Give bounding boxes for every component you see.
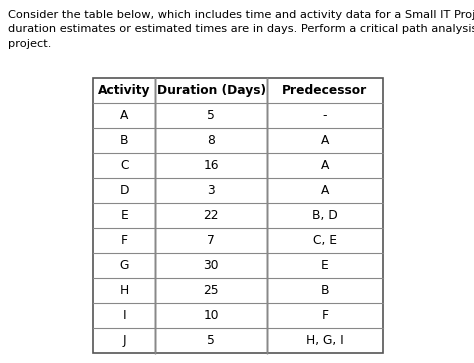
- Text: A: A: [120, 109, 128, 122]
- Text: Duration (Days): Duration (Days): [157, 84, 265, 97]
- Text: 5: 5: [207, 334, 215, 347]
- Text: A: A: [321, 159, 329, 172]
- Text: J: J: [122, 334, 126, 347]
- Text: E: E: [321, 259, 329, 272]
- Text: Consider the table below, which includes time and activity data for a Small IT P: Consider the table below, which includes…: [8, 10, 474, 20]
- Text: F: F: [121, 234, 128, 247]
- Text: A: A: [321, 134, 329, 147]
- Text: B: B: [120, 134, 128, 147]
- Text: I: I: [122, 309, 126, 322]
- Text: D: D: [119, 184, 129, 197]
- Text: 10: 10: [203, 309, 219, 322]
- Text: G: G: [119, 259, 129, 272]
- Text: 22: 22: [203, 209, 219, 222]
- Text: 7: 7: [207, 234, 215, 247]
- Text: 8: 8: [207, 134, 215, 147]
- Text: C: C: [120, 159, 128, 172]
- Text: B, D: B, D: [312, 209, 338, 222]
- Text: C, E: C, E: [313, 234, 337, 247]
- Text: Predecessor: Predecessor: [283, 84, 368, 97]
- Text: E: E: [120, 209, 128, 222]
- Text: H: H: [119, 284, 129, 297]
- Text: H, G, I: H, G, I: [306, 334, 344, 347]
- Text: 3: 3: [207, 184, 215, 197]
- Text: 30: 30: [203, 259, 219, 272]
- Text: 5: 5: [207, 109, 215, 122]
- Text: project.: project.: [8, 39, 51, 49]
- Text: F: F: [321, 309, 328, 322]
- Text: 16: 16: [203, 159, 219, 172]
- Text: B: B: [321, 284, 329, 297]
- Text: duration estimates or estimated times are in days. Perform a critical path analy: duration estimates or estimated times ar…: [8, 24, 474, 34]
- Bar: [93, 78, 383, 353]
- Text: A: A: [321, 184, 329, 197]
- Text: -: -: [323, 109, 327, 122]
- Text: Activity: Activity: [98, 84, 150, 97]
- Text: 25: 25: [203, 284, 219, 297]
